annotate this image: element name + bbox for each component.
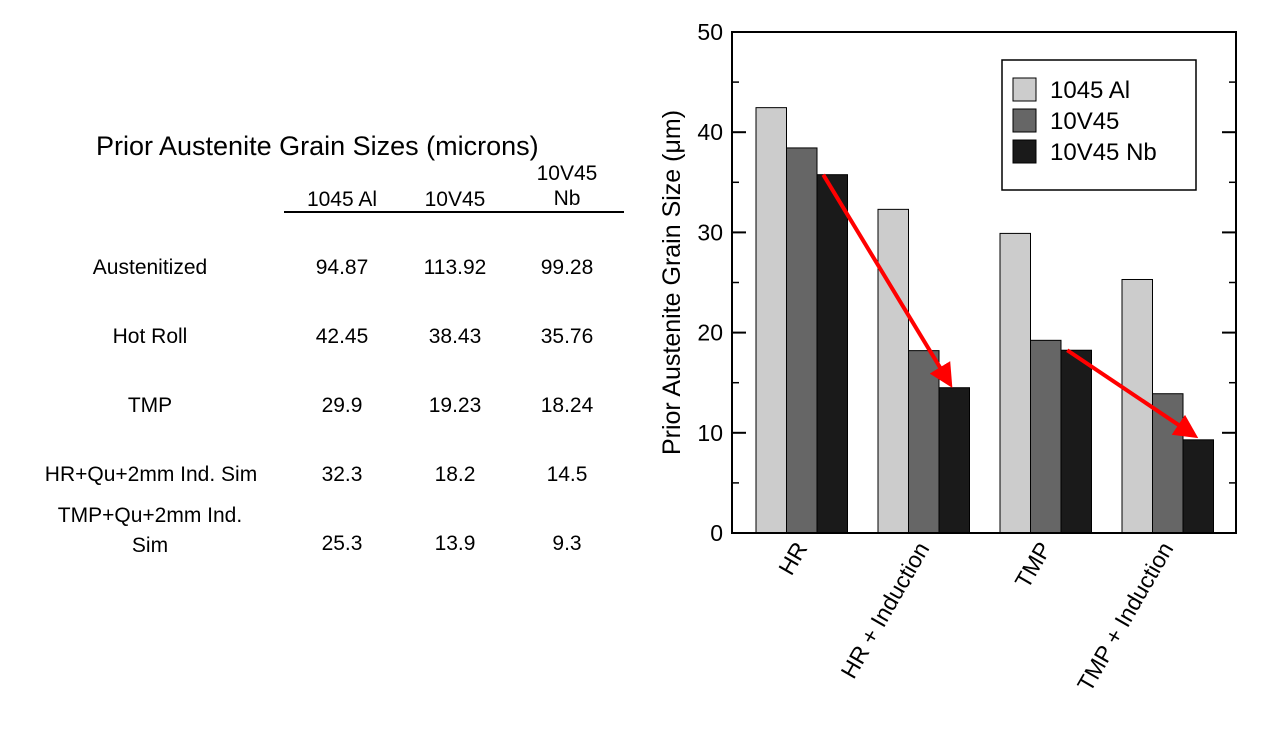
grain-size-table: Prior Austenite Grain Sizes (microns) 10…	[0, 0, 640, 600]
x-tick-label: TMP + Induction	[1072, 538, 1178, 696]
table-cell: 9.3	[552, 532, 582, 555]
table-cell: 42.45	[315, 325, 369, 348]
column-header-line: 1045 Al	[306, 188, 378, 211]
table-title: Prior Austenite Grain Sizes (microns)	[96, 131, 539, 161]
y-tick-label: 50	[697, 19, 723, 45]
table-cell: 32.3	[321, 463, 363, 486]
row-label-hr-induction-sim: HR+Qu+2mm Ind. Sim	[20, 461, 282, 489]
row-label-text: TMP+Qu+2mm Ind.	[57, 504, 243, 527]
legend-swatch	[1012, 108, 1037, 133]
x-tick-label: TMP	[1010, 538, 1057, 593]
row-label-text: HR+Qu+2mm Ind. Sim	[44, 463, 258, 486]
column-header-10v45nb: 10V45 Nb	[512, 161, 622, 211]
table-cell: 29.9	[321, 394, 363, 417]
header-divider	[284, 211, 624, 213]
table-cell: 18.2	[434, 463, 476, 486]
bar-10v45-nb	[1182, 439, 1214, 534]
row-label-text: TMP	[127, 394, 173, 417]
bar-10v45	[786, 147, 818, 534]
row-label-hot-roll: Hot Roll	[40, 323, 260, 351]
row-label-austenitized: Austenitized	[40, 254, 260, 282]
column-header-10v45: 10V45	[400, 187, 510, 212]
row-label-text: Hot Roll	[112, 325, 188, 348]
bar-1045-al	[999, 232, 1031, 534]
bar-10v45-nb	[816, 174, 848, 534]
row-label-text: Austenitized	[92, 256, 208, 279]
x-tick-label: HR	[773, 538, 812, 580]
y-tick-label: 0	[710, 520, 723, 546]
y-tick-label: 30	[697, 219, 723, 245]
table-cell: 13.9	[434, 532, 476, 555]
bar-10v45	[1152, 393, 1184, 534]
column-header-line: 10V45	[536, 162, 598, 185]
column-header-line: Nb	[553, 187, 581, 210]
grain-size-bar-chart: 0 10 20 30 40 50 Prior Austenite Grain Size (μ…	[658, 19, 1237, 696]
row-label-tmp-induction-sim: TMP+Qu+2mm Ind. Sim	[30, 502, 270, 560]
legend-swatch	[1012, 139, 1037, 164]
table-cell: 38.43	[428, 325, 482, 348]
bar-1045-al	[877, 208, 909, 534]
legend-label: 10V45	[1050, 108, 1119, 135]
table-cell: 113.92	[423, 256, 487, 279]
bar-10v45-nb	[1060, 349, 1092, 534]
table-cell: 94.87	[315, 256, 369, 279]
column-header-1045al: 1045 Al	[287, 187, 397, 212]
bar-1045-al	[755, 107, 787, 534]
table-cell: 25.3	[321, 532, 363, 555]
trend-arrow	[821, 173, 953, 388]
table-cell: 35.76	[540, 325, 594, 348]
trend-arrow	[1066, 348, 1199, 439]
table-cell: 19.23	[428, 394, 482, 417]
legend-label: 10V45 Nb	[1050, 139, 1157, 166]
legend-label: 1045 Al	[1050, 77, 1130, 104]
bar-10v45	[1030, 339, 1062, 534]
y-tick-label: 40	[697, 119, 723, 145]
row-label-text: Sim	[131, 534, 169, 557]
table-cell: 14.5	[546, 463, 588, 486]
bar-10v45	[908, 350, 940, 534]
table-cell: 99.28	[540, 256, 594, 279]
bar-10v45-nb	[938, 387, 970, 534]
y-tick-label: 10	[697, 420, 723, 446]
legend-swatch	[1012, 77, 1037, 102]
x-tick-label: HR + Induction	[835, 538, 934, 683]
column-header-line: 10V45	[424, 188, 486, 211]
row-label-tmp: TMP	[40, 392, 260, 420]
table-cell: 18.24	[540, 394, 594, 417]
y-axis-label: Prior Austenite Grain Size (μm)	[658, 110, 686, 455]
y-tick-label: 20	[697, 320, 723, 346]
